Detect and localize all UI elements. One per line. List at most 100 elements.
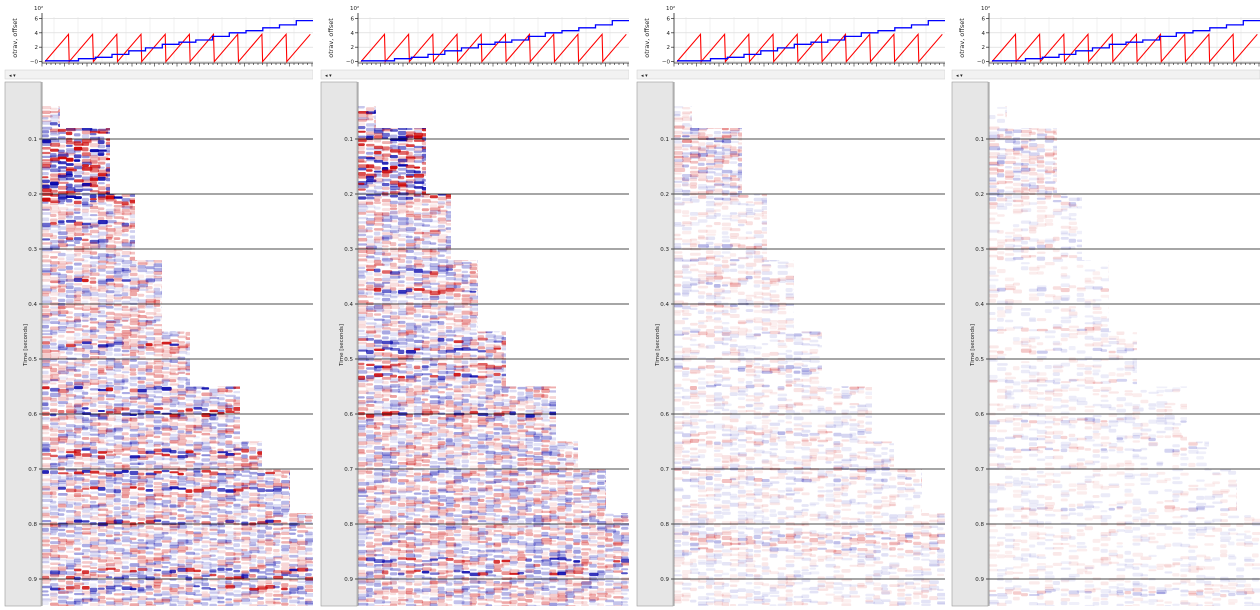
side-strip[interactable]	[4, 81, 42, 607]
seismic-wavelet	[129, 531, 141, 536]
toolbar-handle[interactable]: ◂ ▾	[9, 73, 16, 79]
seismic-wavelet	[137, 216, 145, 221]
seismic-wavelet	[97, 235, 105, 239]
toolbar-strip[interactable]	[4, 69, 313, 80]
seismic-wavelet	[241, 433, 250, 437]
seismic-wavelet	[153, 252, 163, 255]
seismic-wavelet	[177, 487, 187, 490]
seismic-wavelet	[249, 240, 259, 245]
seismic-wavelet	[193, 370, 204, 373]
seismic-wavelet	[42, 570, 53, 574]
seismic-wavelet	[185, 327, 196, 330]
seismic-wavelet	[273, 251, 284, 256]
seismic-wavelet	[177, 430, 185, 434]
seismic-wavelet	[249, 457, 260, 461]
seismic-wavelet	[249, 139, 259, 142]
seismic-wavelet	[105, 278, 115, 282]
seismic-wavelet	[113, 267, 125, 272]
seismic-wavelet	[161, 407, 170, 410]
seismic-wavelet	[209, 371, 219, 374]
seismic-wavelet	[73, 353, 85, 356]
seismic-wavelet	[241, 479, 250, 485]
seismic-wavelet	[233, 494, 241, 497]
seismic-wavelet	[169, 265, 177, 270]
seismic-wavelet	[249, 202, 260, 206]
seismic-wavelet	[57, 433, 69, 438]
seismic-wavelet	[65, 394, 77, 397]
seismic-wavelet	[42, 315, 50, 318]
seismic-wavelet	[289, 217, 299, 221]
seismic-wavelet	[42, 491, 53, 495]
seismic-wavelet	[161, 530, 172, 534]
seismic-wavelet	[57, 566, 68, 570]
seismic-wavelet	[209, 343, 217, 346]
seismic-wavelet	[193, 134, 204, 137]
seismic-wavelet	[249, 305, 260, 309]
seismic-wavelet	[50, 164, 57, 168]
seismic-wavelet	[129, 458, 138, 462]
seismic-wavelet	[209, 512, 218, 516]
seismic-wavelet	[257, 315, 265, 319]
seismic-wavelet	[129, 157, 138, 161]
seismic-wavelet	[137, 288, 149, 291]
seismic-wavelet	[97, 346, 106, 349]
seismic-wavelet	[57, 131, 67, 134]
seismic-wavelet	[42, 319, 51, 324]
seismic-wavelet	[105, 468, 115, 472]
seismic-wavelet	[170, 86, 179, 90]
seismic-wavelet	[50, 475, 61, 480]
seismic-wavelet	[273, 379, 281, 383]
seismic-wavelet	[130, 88, 138, 92]
seismic-wavelet	[281, 239, 292, 244]
seismic-wavelet	[137, 151, 149, 156]
seismic-wavelet	[121, 485, 132, 489]
seismic-wavelet	[233, 407, 242, 411]
seismic-wavelet	[81, 359, 91, 363]
seismic-wavelet	[161, 142, 172, 145]
seismic-wavelet	[153, 498, 163, 501]
seismic-wavelet	[249, 447, 257, 452]
seismic-wavelet	[289, 401, 297, 404]
seismic-wavelet	[281, 398, 291, 402]
seismic-wavelet	[201, 500, 210, 503]
seismic-wavelet	[50, 442, 59, 446]
seismic-wavelet	[42, 98, 52, 100]
seismic-wavelet	[130, 86, 138, 90]
seismic-wavelet	[193, 84, 200, 86]
seismic-wavelet	[281, 113, 288, 118]
seismic-wavelet	[161, 224, 170, 228]
seismic-wavelet	[305, 94, 312, 97]
seismic-wavelet	[209, 471, 219, 476]
seismic-wavelet	[57, 198, 66, 203]
seismic-wavelet	[177, 574, 189, 578]
seismic-wavelet	[305, 274, 313, 277]
seismic-wavelet	[241, 133, 250, 137]
seismic-wavelet	[105, 253, 116, 258]
seismic-wavelet	[297, 167, 307, 171]
seismic-wavelet	[169, 123, 177, 127]
seismic-wavelet	[137, 257, 148, 260]
seismic-wavelet	[209, 185, 218, 188]
seismic-wavelet	[217, 211, 224, 216]
seismic-wavelet	[113, 133, 123, 136]
seismic-wavelet	[225, 547, 234, 550]
seismic-wavelet	[57, 217, 66, 220]
seismic-wavelet	[281, 512, 289, 516]
seismic-wavelet	[209, 106, 220, 108]
seismic-wavelet	[161, 574, 172, 577]
seismic-wavelet	[297, 534, 304, 538]
seismic-wavelet	[129, 554, 138, 557]
seismic-wavelet	[42, 166, 50, 171]
seismic-wavelet	[209, 558, 218, 561]
seismic-wavelet	[281, 153, 292, 158]
seismic-wavelet	[241, 276, 253, 279]
seismic-wavelet	[153, 527, 163, 531]
seismic-wavelet	[50, 508, 61, 512]
seismic-wavelet	[265, 580, 272, 584]
seismic-wavelet	[273, 514, 284, 518]
seismic-wavelet	[137, 214, 146, 217]
seismic-wavelet	[105, 514, 113, 518]
seismic-wavelet	[249, 351, 259, 354]
seismic-wavelet	[137, 278, 146, 283]
seismic-wavelet	[289, 538, 298, 543]
